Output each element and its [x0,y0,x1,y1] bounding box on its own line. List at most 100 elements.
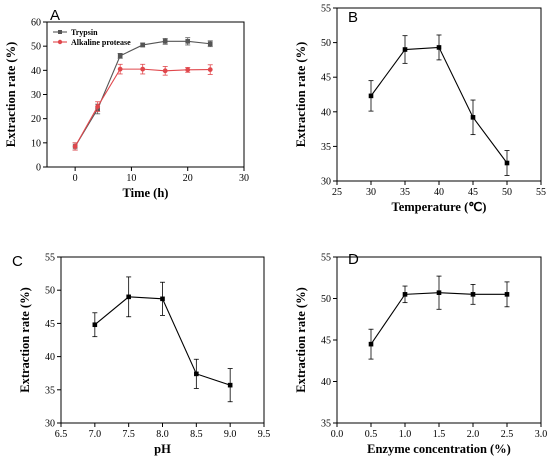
data-point [470,292,476,297]
panel-a: A 0 10 20 30 0 10 20 30 40 50 60 Time (h) Extraction … [4,7,249,200]
y-tick-label: 20 [31,114,41,125]
data-point [368,93,374,99]
y-tick-label: 40 [45,352,55,363]
x-tick-label: 1.5 [433,429,446,440]
x-tick-label: 9.0 [224,429,237,440]
y-tick-label: 45 [321,336,331,347]
y-tick-label: 50 [321,38,331,49]
x-tick-label: 9.5 [258,429,271,440]
x-tick-label: 3.0 [535,429,548,440]
panel-letter: B [348,9,358,26]
data-point [126,294,131,300]
y-tick-label: 45 [45,319,55,330]
data-point [117,53,123,59]
x-tick-label: 8.5 [190,429,203,440]
x-tick-label: 0.5 [365,429,378,440]
y-tick-label: 30 [45,419,55,430]
x-tick-label: 2.0 [467,429,480,440]
data-point [140,66,146,72]
x-axis-title: Time (h) [123,186,169,200]
panel-letter: A [50,7,60,24]
x-tick-label: 0.0 [331,429,344,440]
y-axis-title: Extraction rate (%) [4,42,18,148]
data-point [185,67,191,73]
data-point [72,144,78,149]
x-tick-label: 40 [434,187,444,198]
series-0 [92,276,233,403]
legend-marker [57,39,63,45]
data-point [368,341,374,347]
x-tick-label: 2.5 [501,429,514,440]
y-axis-title: Extraction rate (%) [294,287,308,393]
y-tick-label: 40 [321,107,331,118]
y-tick-label: 30 [31,90,41,101]
y-tick-label: 40 [31,66,41,77]
data-point [436,45,442,50]
x-tick-label: 25 [332,187,342,198]
y-axis-title: Extraction rate (%) [294,42,308,148]
data-point [504,292,510,297]
series-0 [72,37,213,151]
x-tick-label: 35 [400,187,410,198]
x-tick-label: 30 [239,173,249,184]
data-point [436,290,442,295]
y-tick-label: 40 [321,377,331,388]
data-point [504,160,510,166]
x-axis-title: pH [154,442,171,456]
y-tick-label: 50 [321,294,331,305]
x-tick-label: 20 [183,173,193,184]
x-tick-label: 0 [73,173,78,184]
panel-d: D 0.0 0.5 1.0 1.5 2.0 2.5 3.0 35 40 45 50 55 Enzyme c… [294,251,547,456]
data-point [117,66,123,72]
y-tick-label: 50 [45,286,55,297]
legend-label: Trypsin [71,28,98,37]
series-line [370,46,508,164]
x-tick-label: 7.0 [89,429,102,440]
data-point [194,371,199,377]
legend-marker [58,30,62,34]
series-0 [368,34,510,176]
y-tick-label: 55 [321,4,331,15]
y-tick-label: 35 [321,419,331,430]
series-0 [368,275,510,360]
x-tick-label: 30 [366,187,376,198]
data-point [207,41,213,47]
series-1 [72,63,213,151]
panel-letter: D [348,251,359,268]
data-point [470,115,476,120]
data-point [140,42,145,48]
x-tick-label: 6.5 [55,429,68,440]
panel-c: C 6.5 7.0 7.5 8.0 8.5 9.0 9.5 30 35 40 45 50 55 pH Extr… [12,253,270,457]
x-tick-label: 1.0 [399,429,412,440]
x-tick-label: 45 [468,187,478,198]
y-axis-title: Extraction rate (%) [18,287,32,393]
y-tick-label: 55 [45,253,55,264]
data-point [160,296,165,302]
data-point [162,39,168,44]
y-tick-label: 35 [321,142,331,153]
data-point [95,104,101,109]
data-point [207,67,213,73]
data-point [227,382,233,388]
data-point [162,68,168,74]
data-point [402,47,408,52]
data-point [92,322,98,328]
x-axis-title: Temperature (℃) [392,200,487,214]
y-tick-label: 50 [31,42,41,53]
panel-letter: C [12,253,23,270]
y-tick-label: 60 [31,18,41,29]
y-tick-label: 10 [31,138,41,149]
y-tick-label: 55 [321,253,331,264]
y-tick-label: 45 [321,73,331,84]
y-tick-label: 35 [45,385,55,396]
y-tick-label: 0 [36,163,41,174]
x-tick-label: 8.0 [156,429,169,440]
series-line [74,40,211,147]
x-tick-label: 50 [502,187,512,198]
data-point [402,292,408,297]
x-axis-title: Enzyme concentration (%) [367,442,511,456]
x-tick-label: 7.5 [122,429,135,440]
